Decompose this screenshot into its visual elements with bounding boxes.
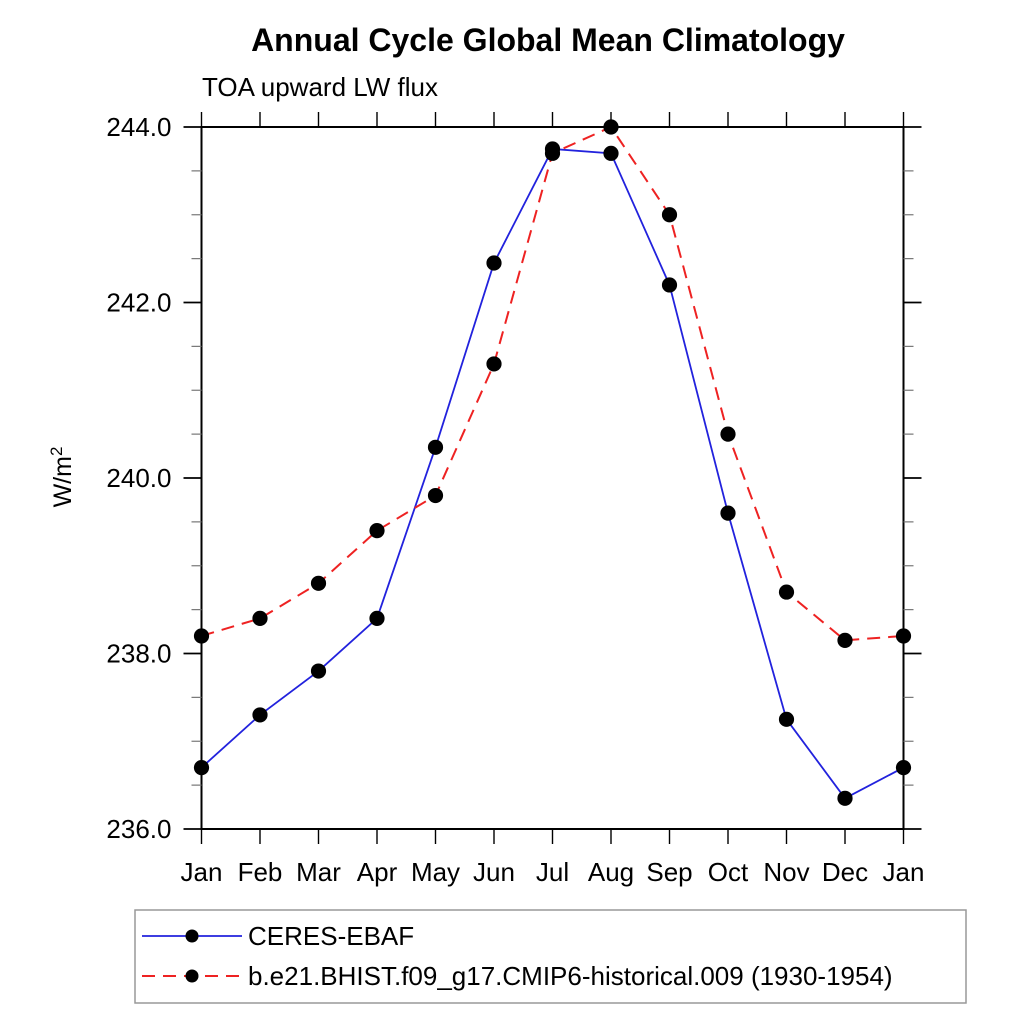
legend-marker-0 — [185, 929, 199, 943]
y-tick-label: 244.0 — [106, 112, 171, 142]
y-axis-label: W/m2 — [47, 447, 77, 508]
data-point-series-1 — [895, 628, 912, 644]
data-point-series-0 — [193, 759, 210, 776]
x-tick-label: Sep — [646, 857, 692, 887]
data-point-series-0 — [895, 759, 912, 776]
x-tick-label: Apr — [357, 857, 398, 887]
x-tick-label: Jun — [473, 857, 515, 887]
x-tick-label: Jul — [536, 857, 569, 887]
data-point-series-0 — [603, 145, 619, 161]
x-tick-label: Mar — [296, 857, 341, 887]
data-point-series-0 — [778, 711, 795, 727]
data-point-series-1 — [544, 145, 561, 161]
y-tick-label: 242.0 — [106, 288, 171, 318]
data-point-series-0 — [310, 663, 327, 679]
data-point-series-1 — [661, 207, 678, 223]
data-point-series-0 — [486, 255, 502, 271]
legend-label-0: CERES-EBAF — [248, 921, 414, 951]
data-point-series-1 — [837, 632, 853, 648]
x-tick-label: Oct — [708, 857, 749, 887]
series-layer — [193, 119, 912, 806]
legend-label-1: b.e21.BHIST.f09_g17.CMIP6-historical.009… — [248, 961, 893, 991]
chart-title: Annual Cycle Global Mean Climatology — [251, 22, 845, 58]
data-point-series-1 — [720, 426, 736, 442]
data-point-series-1 — [193, 628, 210, 644]
legend-box-group: CERES-EBAF b.e21.BHIST.f09_g17.CMIP6-hist… — [134, 909, 967, 1004]
legend-box — [134, 909, 967, 1004]
data-point-series-1 — [603, 119, 619, 135]
legend-marker-1 — [185, 969, 199, 983]
y-tick-label: 238.0 — [106, 639, 171, 669]
x-tick-label: Jan — [883, 857, 925, 887]
data-point-series-0 — [427, 439, 444, 455]
x-tick-label: Dec — [822, 857, 868, 887]
data-point-series-0 — [661, 277, 678, 293]
data-point-series-1 — [252, 610, 268, 627]
x-tick-label: Nov — [763, 857, 809, 887]
data-point-series-0 — [252, 707, 268, 723]
data-point-series-1 — [310, 575, 327, 591]
data-point-series-1 — [427, 487, 444, 504]
data-point-series-0 — [837, 790, 853, 806]
x-tick-label: Aug — [588, 857, 634, 887]
axes-layer: Jan Feb Mar Apr May Jun Jul Aug Sep Oct Nov Dec Jan 2… — [106, 112, 924, 887]
data-point-series-1 — [369, 523, 385, 539]
x-tick-label: Jan — [181, 857, 223, 887]
chart-subtitle: TOA upward LW flux — [202, 72, 438, 102]
y-tick-label: 240.0 — [106, 463, 171, 493]
data-point-series-1 — [486, 356, 502, 372]
series-line-1 — [201, 125, 904, 642]
data-point-series-0 — [720, 505, 736, 521]
x-tick-label: May — [411, 857, 460, 887]
data-point-series-0 — [369, 610, 385, 627]
y-axis-label-base: W/m — [49, 456, 77, 507]
series-line-0 — [200, 147, 904, 800]
x-tick-label: Feb — [238, 857, 283, 887]
plot-frame — [200, 126, 905, 830]
data-point-series-1 — [778, 584, 795, 600]
y-tick-label: 236.0 — [106, 814, 171, 844]
y-axis-label-superscript: 2 — [47, 447, 66, 456]
